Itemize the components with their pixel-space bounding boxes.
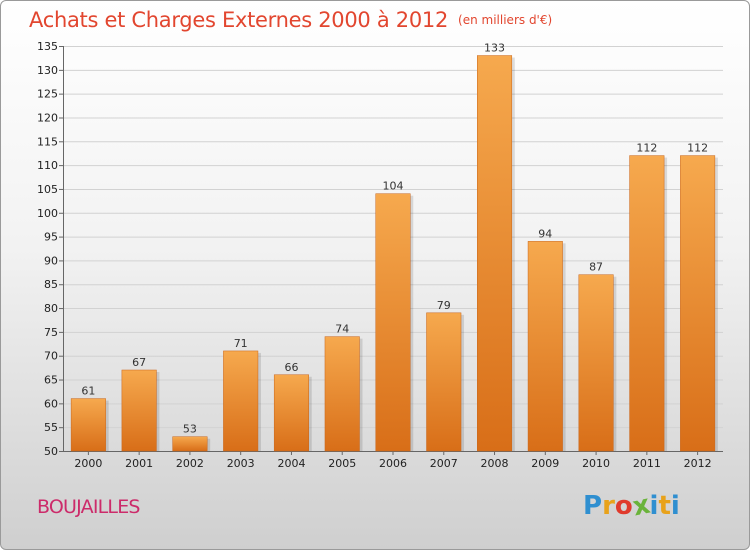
commune-name: BOUJAILLES xyxy=(37,496,140,518)
x-tick-label: 2003 xyxy=(227,457,255,470)
bar-2006 xyxy=(375,193,411,452)
data-label: 66 xyxy=(284,361,298,374)
bar-2000 xyxy=(70,398,106,452)
x-tick-label: 2004 xyxy=(277,457,305,470)
x-tick-label: 2002 xyxy=(176,457,204,470)
bar-2001 xyxy=(121,369,157,452)
logo-letter: r xyxy=(602,491,615,521)
y-tick-label: 100 xyxy=(37,207,58,220)
y-tick-label: 55 xyxy=(44,421,58,434)
y-tick-label: 65 xyxy=(44,374,58,387)
y-tick-label: 110 xyxy=(37,159,58,172)
y-tick-label: 115 xyxy=(37,135,58,148)
x-tick-label: 2010 xyxy=(582,457,610,470)
data-label: 104 xyxy=(383,180,404,193)
bar-2012 xyxy=(680,155,716,452)
logo-letter: i xyxy=(670,491,680,521)
x-tick-label: 2001 xyxy=(125,457,153,470)
y-tick-label: 60 xyxy=(44,397,58,410)
data-label: 112 xyxy=(636,142,657,155)
y-tick-label: 50 xyxy=(44,445,58,458)
y-tick-label: 130 xyxy=(37,64,58,77)
data-label: 94 xyxy=(538,227,552,240)
y-tick-label: 125 xyxy=(37,88,58,101)
y-tick-label: 120 xyxy=(37,111,58,124)
chart-title: Achats et Charges Externes 2000 à 2012 xyxy=(29,8,449,32)
bar-2007 xyxy=(426,312,462,452)
bar-2008 xyxy=(477,55,513,452)
x-tick-label: 2006 xyxy=(379,457,407,470)
data-label: 74 xyxy=(335,323,349,336)
data-label: 87 xyxy=(589,261,603,274)
data-labels: 61 67 53 71 66 74 104 79 133 94 87 112 112 xyxy=(81,42,708,436)
y-tick-label: 85 xyxy=(44,278,58,291)
title-line: Achats et Charges Externes 2000 à 2012 (e… xyxy=(29,8,552,32)
y-tick-label: 135 xyxy=(37,40,58,53)
y-tick-label: 75 xyxy=(44,326,58,339)
y-tick-label: 80 xyxy=(44,302,58,315)
y-tick-label: 95 xyxy=(44,231,58,244)
logo-letter: t xyxy=(658,491,671,521)
x-tick-label: 2005 xyxy=(328,457,356,470)
x-tick-label: 2008 xyxy=(481,457,509,470)
bar-2009 xyxy=(527,241,563,452)
axes: 50 55 60 65 70 75 80 85 90 95 100 105 110 115 120 125 13… xyxy=(37,40,723,470)
y-tick-label: 105 xyxy=(37,183,58,196)
data-label: 133 xyxy=(484,42,505,55)
x-tick-label: 2009 xyxy=(531,457,559,470)
bar-2004 xyxy=(273,374,309,452)
bar-2011 xyxy=(629,155,665,452)
data-label: 67 xyxy=(132,356,146,369)
x-tick-label: 2012 xyxy=(684,457,712,470)
x-tick-label: 2000 xyxy=(74,457,102,470)
logo-letter: P xyxy=(583,491,603,521)
logo-letter: i xyxy=(649,491,659,521)
data-label: 112 xyxy=(687,142,708,155)
proxiti-logo: Proxiti xyxy=(583,490,680,523)
data-label: 61 xyxy=(81,385,95,398)
x-tick-label: 2007 xyxy=(430,457,458,470)
chart-subtitle: (en milliers d'€) xyxy=(458,13,553,27)
bar-2005 xyxy=(324,336,360,452)
bar-2003 xyxy=(223,350,259,452)
bar-2010 xyxy=(578,274,614,452)
bars xyxy=(70,55,718,452)
bar-2002 xyxy=(172,436,208,452)
y-tick-label: 70 xyxy=(44,350,58,363)
data-label: 79 xyxy=(437,299,451,312)
y-tick-label: 90 xyxy=(44,254,58,267)
data-label: 53 xyxy=(183,423,197,436)
logo-letter: o xyxy=(614,491,633,521)
x-tick-label: 2011 xyxy=(633,457,661,470)
data-label: 71 xyxy=(234,337,248,350)
